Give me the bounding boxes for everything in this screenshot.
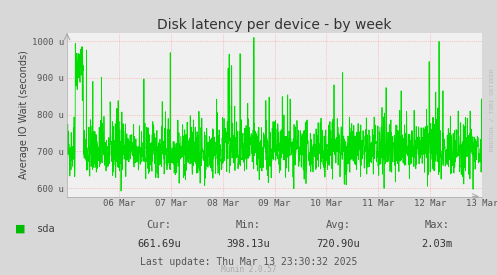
- Text: 661.69u: 661.69u: [137, 239, 181, 249]
- Text: ■: ■: [15, 224, 25, 234]
- Text: Last update: Thu Mar 13 23:30:32 2025: Last update: Thu Mar 13 23:30:32 2025: [140, 257, 357, 267]
- Text: Max:: Max:: [425, 220, 450, 230]
- Text: RRDTOOL / TOBI OETIKER: RRDTOOL / TOBI OETIKER: [490, 69, 495, 151]
- Text: Cur:: Cur:: [147, 220, 171, 230]
- Text: 720.90u: 720.90u: [316, 239, 360, 249]
- Text: sda: sda: [37, 224, 56, 234]
- Text: Avg:: Avg:: [326, 220, 350, 230]
- Title: Disk latency per device - by week: Disk latency per device - by week: [158, 18, 392, 32]
- Text: Munin 2.0.57: Munin 2.0.57: [221, 265, 276, 274]
- Text: 398.13u: 398.13u: [227, 239, 270, 249]
- Y-axis label: Average IO Wait (seconds): Average IO Wait (seconds): [19, 50, 29, 179]
- Text: 2.03m: 2.03m: [422, 239, 453, 249]
- Text: Min:: Min:: [236, 220, 261, 230]
